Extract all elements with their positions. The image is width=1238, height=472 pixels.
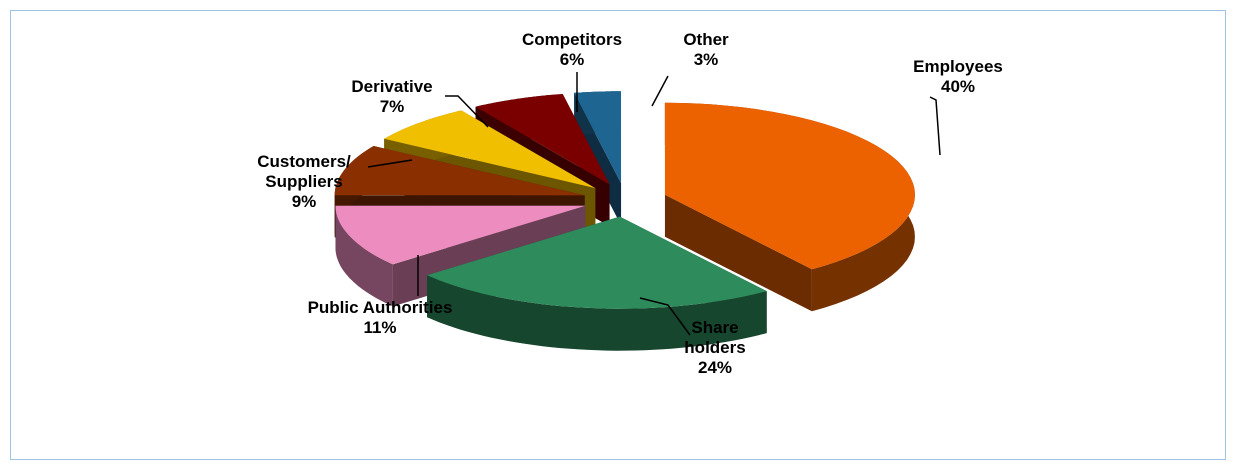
leader-line — [651, 75, 669, 107]
data-label: Customers/ Suppliers 9% — [254, 152, 354, 212]
leader-line — [367, 159, 413, 168]
category-label: Public Authorities — [307, 298, 453, 317]
leader-line — [929, 96, 941, 156]
data-label: Public Authorities 11% — [280, 298, 480, 338]
slice-wall — [335, 205, 393, 307]
chart-frame — [10, 10, 1226, 460]
slice — [335, 205, 586, 307]
data-label: Share holders 24% — [675, 318, 755, 378]
data-label: Derivative 7% — [332, 77, 452, 117]
data-label: Other 3% — [666, 30, 746, 70]
category-label: Customers/ Suppliers — [257, 152, 351, 191]
slice-top — [664, 102, 915, 270]
value-label: 6% — [559, 50, 585, 69]
data-label: Competitors 6% — [502, 30, 642, 70]
slice-top — [475, 94, 610, 185]
data-label: Employees 40% — [888, 57, 1028, 97]
slice — [664, 102, 915, 312]
value-label: 7% — [379, 97, 405, 116]
leader-line — [445, 95, 489, 128]
value-label: 40% — [940, 77, 976, 96]
category-label: Employees — [913, 57, 1003, 76]
category-label: Derivative — [351, 77, 433, 96]
value-label: 3% — [693, 50, 719, 69]
value-label: 11% — [363, 318, 397, 337]
slice-top — [574, 91, 622, 184]
slice-top — [334, 146, 585, 196]
category-label: Share holders — [684, 318, 746, 357]
slice-top — [335, 205, 586, 265]
slice-wall — [427, 275, 767, 351]
slice-top — [427, 216, 767, 309]
value-label: 9% — [291, 192, 317, 211]
slice — [427, 216, 767, 351]
leader-line — [639, 297, 691, 336]
value-label: 24% — [697, 358, 733, 377]
slice-side — [664, 194, 812, 312]
category-label: Other — [683, 30, 729, 49]
category-label: Competitors — [521, 30, 623, 49]
slice-top — [384, 110, 596, 189]
